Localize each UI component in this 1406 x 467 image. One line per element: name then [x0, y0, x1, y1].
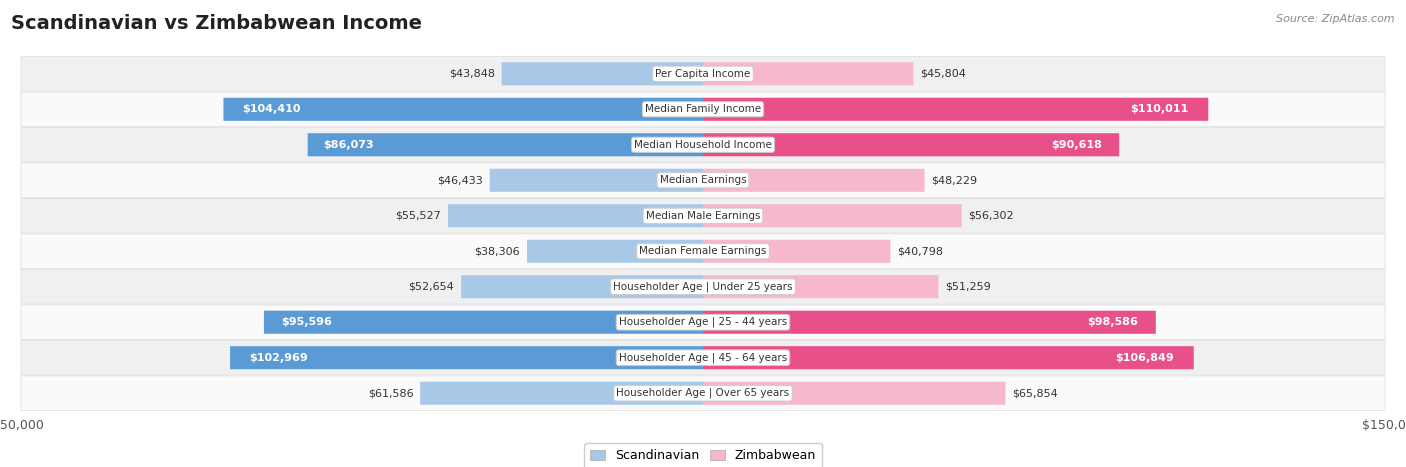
- FancyBboxPatch shape: [703, 204, 962, 227]
- FancyBboxPatch shape: [224, 98, 703, 121]
- FancyBboxPatch shape: [21, 305, 1385, 340]
- FancyBboxPatch shape: [231, 346, 703, 369]
- Text: $61,586: $61,586: [367, 388, 413, 398]
- FancyBboxPatch shape: [449, 204, 703, 227]
- Text: $102,969: $102,969: [249, 353, 308, 363]
- FancyBboxPatch shape: [703, 382, 1005, 405]
- FancyBboxPatch shape: [264, 311, 703, 334]
- FancyBboxPatch shape: [21, 92, 1385, 127]
- Legend: Scandinavian, Zimbabwean: Scandinavian, Zimbabwean: [583, 443, 823, 467]
- FancyBboxPatch shape: [21, 127, 1385, 162]
- FancyBboxPatch shape: [703, 62, 914, 85]
- FancyBboxPatch shape: [21, 198, 1385, 233]
- Text: $52,654: $52,654: [409, 282, 454, 292]
- Text: $106,849: $106,849: [1115, 353, 1174, 363]
- Text: Per Capita Income: Per Capita Income: [655, 69, 751, 79]
- Text: Scandinavian vs Zimbabwean Income: Scandinavian vs Zimbabwean Income: [11, 14, 422, 33]
- Text: $104,410: $104,410: [243, 104, 301, 114]
- Text: Median Female Earnings: Median Female Earnings: [640, 246, 766, 256]
- Text: $65,854: $65,854: [1012, 388, 1059, 398]
- FancyBboxPatch shape: [21, 163, 1385, 198]
- Text: $48,229: $48,229: [931, 175, 977, 185]
- Text: Householder Age | Under 25 years: Householder Age | Under 25 years: [613, 282, 793, 292]
- FancyBboxPatch shape: [502, 62, 703, 85]
- Text: $45,804: $45,804: [921, 69, 966, 79]
- FancyBboxPatch shape: [703, 346, 1194, 369]
- Text: Median Male Earnings: Median Male Earnings: [645, 211, 761, 221]
- Text: $43,848: $43,848: [449, 69, 495, 79]
- Text: $86,073: $86,073: [323, 140, 374, 150]
- FancyBboxPatch shape: [21, 376, 1385, 410]
- Text: $56,302: $56,302: [969, 211, 1014, 221]
- FancyBboxPatch shape: [461, 275, 703, 298]
- FancyBboxPatch shape: [703, 98, 1208, 121]
- Text: Median Family Income: Median Family Income: [645, 104, 761, 114]
- Text: $38,306: $38,306: [475, 246, 520, 256]
- FancyBboxPatch shape: [703, 169, 925, 192]
- FancyBboxPatch shape: [703, 311, 1156, 334]
- Text: $40,798: $40,798: [897, 246, 943, 256]
- FancyBboxPatch shape: [21, 340, 1385, 375]
- Text: Source: ZipAtlas.com: Source: ZipAtlas.com: [1277, 14, 1395, 24]
- Text: Median Earnings: Median Earnings: [659, 175, 747, 185]
- FancyBboxPatch shape: [703, 240, 890, 263]
- Text: $90,618: $90,618: [1052, 140, 1102, 150]
- FancyBboxPatch shape: [21, 269, 1385, 304]
- FancyBboxPatch shape: [527, 240, 703, 263]
- Text: $55,527: $55,527: [395, 211, 441, 221]
- Text: $95,596: $95,596: [281, 317, 332, 327]
- Text: $46,433: $46,433: [437, 175, 482, 185]
- Text: Householder Age | 25 - 44 years: Householder Age | 25 - 44 years: [619, 317, 787, 327]
- FancyBboxPatch shape: [703, 275, 938, 298]
- Text: Householder Age | 45 - 64 years: Householder Age | 45 - 64 years: [619, 353, 787, 363]
- FancyBboxPatch shape: [21, 57, 1385, 91]
- Text: $110,011: $110,011: [1130, 104, 1188, 114]
- FancyBboxPatch shape: [308, 133, 703, 156]
- Text: Householder Age | Over 65 years: Householder Age | Over 65 years: [616, 388, 790, 398]
- FancyBboxPatch shape: [489, 169, 703, 192]
- FancyBboxPatch shape: [420, 382, 703, 405]
- FancyBboxPatch shape: [703, 133, 1119, 156]
- FancyBboxPatch shape: [21, 234, 1385, 269]
- Text: Median Household Income: Median Household Income: [634, 140, 772, 150]
- Text: $51,259: $51,259: [945, 282, 991, 292]
- Text: $98,586: $98,586: [1087, 317, 1137, 327]
